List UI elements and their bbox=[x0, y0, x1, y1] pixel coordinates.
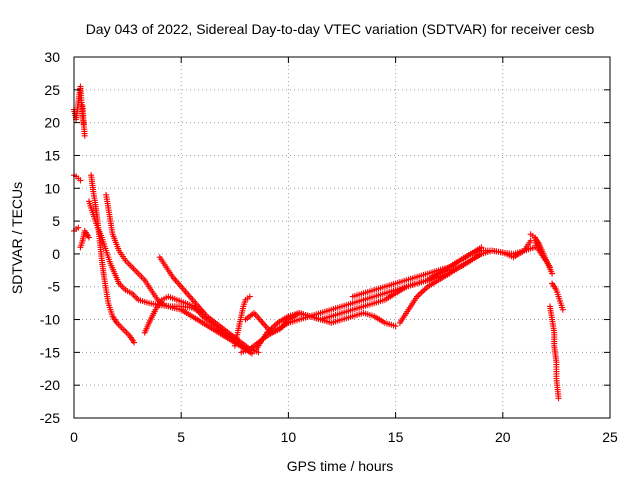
y-tick-label: -25 bbox=[40, 410, 60, 426]
data-point bbox=[392, 323, 399, 330]
series-arc-t bbox=[549, 280, 566, 313]
y-tick-label: 30 bbox=[44, 49, 60, 65]
data-point bbox=[555, 395, 562, 402]
y-tick-label: 10 bbox=[44, 180, 60, 196]
data-point bbox=[81, 132, 88, 139]
x-tick-label: 25 bbox=[602, 429, 618, 445]
y-tick-label: 20 bbox=[44, 115, 60, 131]
data-point bbox=[86, 234, 93, 241]
x-tick-label: 5 bbox=[177, 429, 185, 445]
x-tick-label: 20 bbox=[495, 429, 511, 445]
data-point bbox=[77, 177, 84, 184]
data-point bbox=[255, 349, 262, 356]
series-arc-s bbox=[531, 237, 553, 271]
series-arc-e bbox=[77, 227, 93, 251]
axis-layer: 0 5 10 15 20 25 -25 -20 -15 -10 -5 0 5 10 15 20 25 30 bbox=[40, 49, 618, 445]
series-arc-k bbox=[231, 293, 253, 349]
x-axis-label: GPS time / hours bbox=[287, 458, 394, 474]
data-point bbox=[131, 339, 138, 346]
data-layer bbox=[71, 83, 566, 402]
series-arc-h bbox=[103, 191, 249, 353]
series-arc-j bbox=[156, 254, 262, 356]
y-axis-label: SDTVAR / TECUs bbox=[9, 182, 25, 294]
data-point bbox=[549, 270, 556, 277]
y-tick-label: 25 bbox=[44, 82, 60, 98]
x-tick-label: 0 bbox=[70, 429, 78, 445]
chart-title: Day 043 of 2022, Sidereal Day-to-day VTE… bbox=[86, 21, 595, 37]
series-arc-o bbox=[396, 250, 485, 326]
x-tick-label: 10 bbox=[281, 429, 297, 445]
data-point bbox=[546, 264, 553, 271]
plot-frame bbox=[73, 56, 611, 419]
data-point bbox=[559, 306, 566, 313]
series-arc-q bbox=[424, 237, 534, 284]
y-tick-label: 15 bbox=[44, 147, 60, 163]
y-tick-label: -15 bbox=[40, 344, 60, 360]
series-arc-i bbox=[141, 293, 255, 357]
y-tick-label: -5 bbox=[48, 279, 61, 295]
x-tick-label: 15 bbox=[388, 429, 404, 445]
y-tick-label: -20 bbox=[40, 377, 60, 393]
data-point bbox=[246, 293, 253, 300]
y-tick-label: 0 bbox=[52, 246, 60, 262]
series-arc-n bbox=[242, 309, 399, 336]
data-point bbox=[75, 224, 82, 231]
series-arc-u bbox=[546, 303, 562, 402]
y-tick-label: 5 bbox=[52, 213, 60, 229]
series-arc-b bbox=[79, 103, 88, 139]
y-tick-label: -10 bbox=[40, 312, 60, 328]
